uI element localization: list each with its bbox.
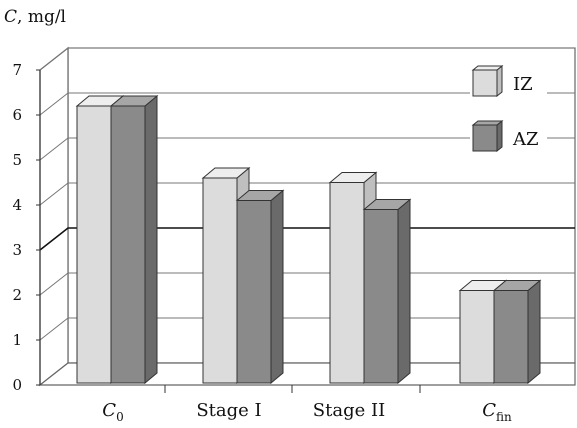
bar-side (144, 94, 158, 385)
x-category-label: Stage I (196, 400, 261, 421)
y-tick-label-7: 7 (12, 61, 22, 79)
x-category-label: Cfin (482, 400, 512, 424)
bar-az-1 (235, 189, 285, 385)
y-tick-label-5: 5 (12, 151, 22, 169)
legend-label-az: AZ (512, 129, 539, 150)
legend-swatch-top (471, 120, 504, 126)
legend: IZ AZ (470, 64, 547, 160)
x-category-label: Stage II (313, 400, 385, 421)
y-tick-label-4: 4 (12, 196, 22, 214)
bar-front (236, 200, 272, 384)
bar-front (110, 105, 146, 384)
bar-front (329, 182, 365, 384)
bar-front (459, 290, 495, 384)
bar-side (527, 279, 541, 385)
bar-front (363, 209, 399, 384)
y-tick-label-0: 0 (12, 376, 22, 394)
bar-az-2 (362, 198, 412, 385)
legend-label-iz: IZ (513, 74, 533, 95)
legend-item-iz: IZ (470, 64, 547, 105)
gridline-4 (39, 182, 575, 206)
y-tick-label-6: 6 (12, 106, 22, 124)
bar-front (76, 105, 112, 384)
legend-swatch-side (496, 119, 503, 153)
gridline-6 (39, 92, 575, 116)
y-tick-label-1: 1 (12, 331, 22, 349)
bar-az-3 (492, 279, 542, 385)
y-tick-label-2: 2 (12, 286, 22, 304)
gridline-5 (39, 137, 575, 161)
bar-front (202, 177, 238, 384)
legend-swatch-side (496, 64, 503, 98)
x-category-label: C0 (102, 400, 123, 424)
bars (75, 94, 542, 385)
x-axis: C0 Stage I Stage II Cfin (102, 385, 512, 424)
floor (38, 362, 576, 386)
legend-swatch (472, 69, 498, 97)
legend-item-az: AZ (470, 119, 547, 160)
bar-side (270, 189, 284, 385)
gridline-7 (39, 47, 575, 71)
bar-az-0 (109, 94, 159, 385)
side-wall (39, 46, 69, 387)
y-tick-label-3: 3 (12, 241, 22, 259)
legend-swatch (472, 124, 498, 152)
y-axis: 0 1 2 3 4 5 6 7 (12, 61, 41, 394)
legend-swatch-top (471, 65, 504, 71)
bar-side (397, 198, 411, 385)
y-axis-label: C, mg/l (4, 7, 66, 27)
bar-front (493, 290, 529, 384)
